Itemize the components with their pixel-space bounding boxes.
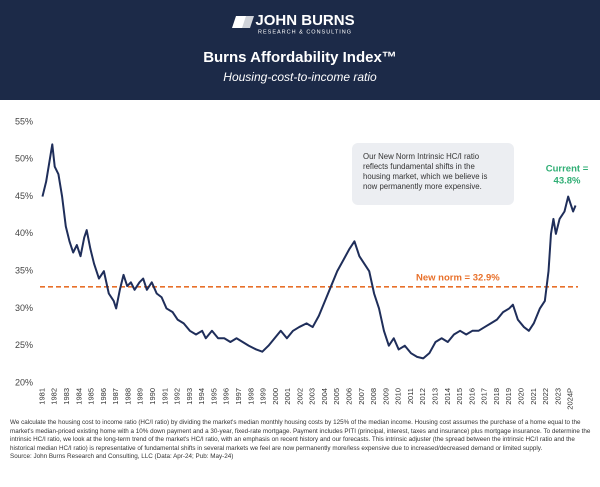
x-tick-label: 2003 [308,388,317,405]
y-tick-label: 25% [15,340,33,350]
x-tick-label: 2012 [418,388,427,405]
chart-title: Burns Affordability Index™ [203,49,397,66]
x-tick-label: 1989 [136,388,145,405]
x-tick-label: 1991 [160,388,169,405]
chart: JOHN BURNS RESEARCH & CONSULTING Burns A… [0,0,600,410]
y-tick-label: 40% [15,228,33,238]
x-tick-label: 1996 [222,388,231,405]
x-tick-label: 2001 [283,388,292,405]
x-tick-label: 2022 [541,388,550,405]
x-tick-label: 1998 [246,388,255,405]
x-tick-label: 2000 [271,388,280,405]
footnote: We calculate the housing cost to income … [10,419,591,452]
x-tick-label: 2021 [529,388,538,405]
x-tick-label: 2020 [516,388,525,405]
x-tick-label: 2007 [357,388,366,405]
x-tick-label: 1984 [74,388,83,405]
reference-label: New norm = 32.9% [416,272,500,283]
y-tick-label: 55% [15,116,33,126]
x-tick-label: 2006 [345,388,354,405]
x-tick-label: 1986 [99,388,108,405]
x-tick-label: 2004 [320,388,329,405]
x-tick-label: 2023 [553,388,562,405]
x-tick-label: 2011 [406,388,415,404]
x-tick-label: 2015 [455,388,464,405]
x-tick-label: 1983 [62,388,71,405]
x-tick-label: 2008 [369,388,378,405]
x-tick-label: 2024P [566,388,575,410]
note-box [352,143,514,205]
x-tick-label: 1987 [111,388,120,405]
x-tick-label: 1988 [123,388,132,405]
y-tick-label: 45% [15,191,33,201]
x-tick-label: 2014 [443,388,452,405]
x-tick-label: 2017 [480,388,489,405]
current-label: Current = [546,164,589,175]
y-tick-label: 30% [15,303,33,313]
data-line [41,143,577,360]
x-tick-label: 1995 [209,388,218,405]
x-tick-label: 2002 [295,388,304,405]
y-tick-label: 50% [15,154,33,164]
note-text: housing market, which we believe is [363,172,487,181]
logo-sub: RESEARCH & CONSULTING [258,29,352,35]
current-label: 43.8% [554,176,581,187]
logo: JOHN BURNS [255,12,354,29]
note-text: Our New Norm Intrinsic HC/I ratio [363,152,480,161]
y-tick-label: 35% [15,266,33,276]
x-tick-label: 1981 [37,388,46,405]
x-tick-label: 2009 [381,388,390,405]
header-band [0,0,600,100]
x-tick-label: 1999 [259,388,268,405]
footnote-block: We calculate the housing cost to income … [10,419,592,462]
x-tick-label: 2016 [467,388,476,405]
x-tick-label: 1992 [173,388,182,405]
x-tick-label: 2005 [332,388,341,405]
x-tick-label: 2013 [431,388,440,405]
chart-subtitle: Housing-cost-to-income ratio [223,70,377,84]
source: Source: John Burns Research and Consulti… [10,453,234,461]
note-text: reflects fundamental shifts in the [363,162,475,171]
y-tick-label: 20% [15,377,33,387]
x-tick-label: 1985 [87,388,96,405]
x-tick-label: 2018 [492,388,501,405]
x-tick-label: 1997 [234,388,243,405]
x-tick-label: 1990 [148,388,157,405]
x-tick-label: 2019 [504,388,513,405]
x-tick-label: 1994 [197,388,206,405]
x-tick-label: 1982 [50,388,59,405]
x-tick-label: 1993 [185,388,194,405]
x-tick-label: 2010 [394,388,403,405]
logo-mark [232,16,254,28]
note-text: now permanently more expensive. [363,182,482,191]
